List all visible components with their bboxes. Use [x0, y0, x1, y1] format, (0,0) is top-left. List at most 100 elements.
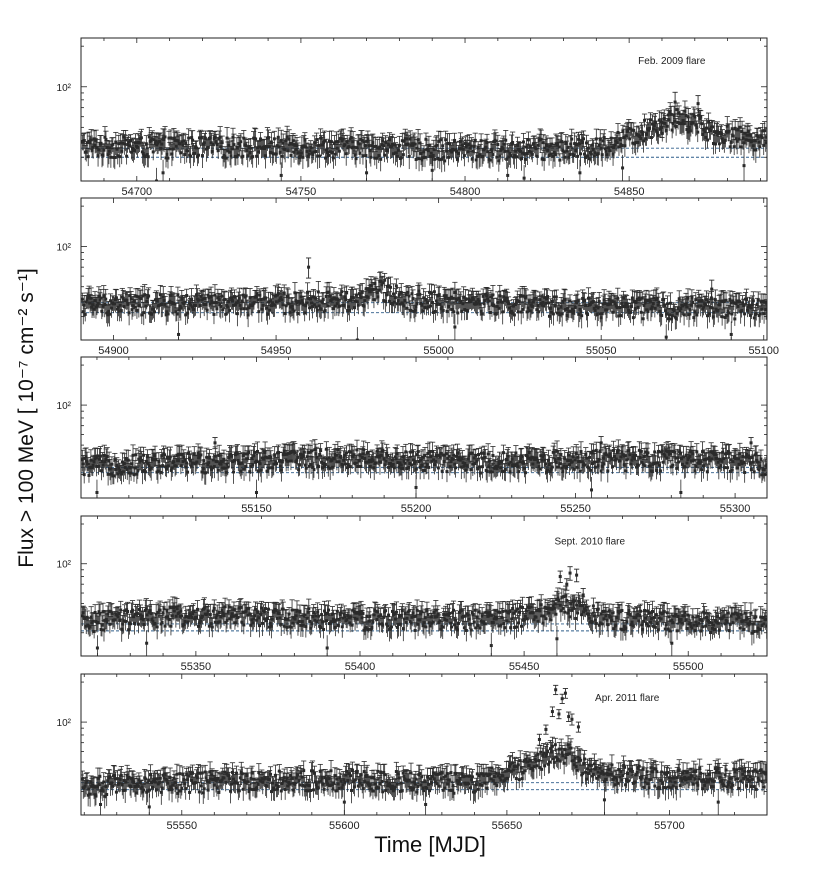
data-point [491, 293, 495, 297]
data-point [524, 295, 528, 299]
data-point [555, 143, 559, 147]
data-point [378, 145, 382, 149]
data-point [99, 141, 103, 145]
data-point [300, 299, 304, 303]
data-point [236, 459, 240, 463]
data-point [435, 143, 439, 147]
data-point [120, 472, 124, 476]
data-point [334, 140, 338, 144]
data-point [490, 303, 494, 307]
data-point [558, 313, 562, 317]
data-point [649, 307, 653, 311]
data-point [539, 137, 543, 141]
data-point [745, 133, 749, 137]
data-point [245, 307, 249, 311]
data-point [607, 298, 611, 302]
data-point [123, 142, 127, 146]
data-point [655, 296, 659, 300]
data-point [241, 293, 245, 297]
data-point [199, 453, 203, 457]
data-point [95, 303, 99, 307]
data-point [139, 297, 143, 301]
data-point [561, 299, 565, 303]
data-point [409, 308, 413, 312]
data-point [261, 303, 265, 307]
data-point [88, 301, 92, 305]
data-point [549, 310, 553, 314]
data-point [179, 151, 183, 155]
data-point [360, 138, 364, 142]
data-point [744, 138, 748, 142]
data-point [762, 143, 766, 147]
data-point [246, 313, 250, 317]
data-point [648, 118, 652, 122]
data-point [165, 310, 169, 314]
data-point [759, 300, 763, 304]
data-point [382, 299, 386, 303]
data-point [172, 460, 176, 464]
data-point [702, 128, 706, 132]
data-point [135, 472, 139, 476]
data-point [367, 287, 371, 291]
data-point [180, 140, 184, 144]
data-point [221, 155, 225, 159]
data-point [256, 469, 260, 473]
data-point [283, 312, 287, 316]
data-point [454, 149, 458, 153]
data-point [159, 470, 163, 474]
data-point [379, 157, 383, 161]
data-point [427, 305, 431, 309]
data-point [590, 143, 594, 147]
data-point [566, 145, 570, 149]
data-point [430, 301, 434, 305]
data-point [487, 299, 491, 303]
data-point [257, 460, 261, 464]
data-point [595, 313, 599, 317]
data-point [235, 312, 239, 316]
data-point [81, 458, 84, 462]
data-point [519, 310, 523, 314]
data-point [724, 130, 728, 134]
data-point [225, 303, 229, 307]
data-point [311, 152, 315, 156]
data-point [115, 463, 119, 467]
data-point [136, 469, 140, 473]
data-point [455, 298, 459, 302]
data-point [648, 299, 652, 303]
data-point [452, 148, 456, 152]
data-point [165, 467, 169, 471]
data-point [506, 149, 510, 153]
data-point [408, 137, 412, 141]
data-point [296, 312, 300, 316]
data-point [321, 297, 325, 301]
data-point [326, 151, 330, 155]
data-point [764, 307, 767, 311]
data-point [104, 297, 108, 301]
data-point [242, 467, 246, 471]
data-point [264, 145, 268, 149]
data-point [707, 312, 711, 316]
data-point [191, 461, 195, 465]
data-point [594, 305, 598, 309]
data-point [121, 470, 125, 474]
data-point [514, 301, 518, 305]
data-point [105, 455, 109, 459]
data-point [271, 152, 275, 156]
data-point [238, 303, 242, 307]
data-point [177, 332, 181, 336]
data-point [211, 458, 215, 462]
data-point [650, 122, 654, 126]
data-point [542, 304, 546, 308]
data-point [119, 309, 123, 313]
data-point [156, 469, 160, 473]
data-point [269, 455, 273, 459]
data-point [538, 298, 542, 302]
data-point [405, 137, 409, 141]
data-point [503, 299, 507, 303]
data-point [170, 466, 174, 470]
data-point [324, 156, 328, 160]
data-point [720, 315, 724, 319]
data-point [403, 298, 407, 302]
data-point [581, 296, 585, 300]
data-point [99, 469, 103, 473]
